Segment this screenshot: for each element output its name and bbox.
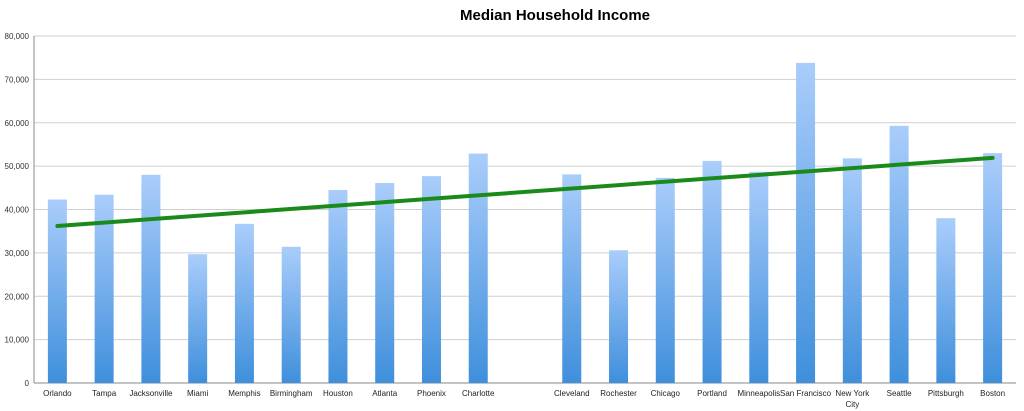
x-tick-label: City bbox=[845, 400, 859, 409]
x-tick-label: Pittsburgh bbox=[928, 389, 964, 398]
x-tick-label: Phoenix bbox=[417, 389, 446, 398]
bar bbox=[749, 171, 769, 383]
x-tick-label: Birmingham bbox=[270, 389, 313, 398]
bar bbox=[889, 125, 909, 383]
bar bbox=[983, 153, 1003, 383]
x-tick-label: Tampa bbox=[92, 389, 117, 398]
x-tick-label: Seattle bbox=[887, 389, 912, 398]
bar bbox=[842, 158, 862, 383]
y-tick-label: 60,000 bbox=[5, 119, 30, 128]
bar bbox=[796, 62, 816, 384]
x-tick-label: Boston bbox=[980, 389, 1005, 398]
x-axis-labels: Orlando Tampa Jacksonville Miami Memphis Birm… bbox=[43, 389, 1005, 409]
bar bbox=[188, 254, 208, 383]
bar bbox=[47, 199, 67, 383]
x-tick-label: New York bbox=[835, 389, 870, 398]
x-tick-label: Memphis bbox=[228, 389, 260, 398]
y-tick-label: 10,000 bbox=[5, 336, 30, 345]
x-tick-label: Rochester bbox=[600, 389, 637, 398]
x-tick-label: Cleveland bbox=[554, 389, 590, 398]
x-tick-label: Atlanta bbox=[372, 389, 397, 398]
y-tick-label: 70,000 bbox=[5, 75, 30, 84]
bars bbox=[47, 62, 1003, 384]
y-axis-ticks: 0 10,000 20,000 30,000 40,000 50,000 60,000 70,… bbox=[5, 32, 30, 388]
x-tick-label: Minneapolis bbox=[737, 389, 780, 398]
bar bbox=[609, 250, 629, 383]
y-tick-label: 40,000 bbox=[5, 206, 30, 215]
bar bbox=[655, 177, 675, 383]
trendline bbox=[55, 155, 995, 228]
x-tick-label: San Francisco bbox=[780, 389, 832, 398]
bar bbox=[328, 189, 348, 383]
x-tick-label: Chicago bbox=[651, 389, 681, 398]
x-tick-label: Houston bbox=[323, 389, 353, 398]
chart-title: Median Household Income bbox=[459, 7, 651, 24]
bar bbox=[936, 218, 956, 383]
bar bbox=[421, 176, 441, 383]
bar bbox=[562, 174, 582, 383]
x-tick-label: Jacksonville bbox=[129, 389, 173, 398]
trendline-group bbox=[55, 155, 995, 228]
y-tick-label: 20,000 bbox=[5, 292, 30, 301]
bar bbox=[468, 153, 488, 383]
y-tick-label: 30,000 bbox=[5, 249, 30, 258]
bar bbox=[281, 246, 301, 383]
bar bbox=[375, 183, 395, 383]
bar bbox=[141, 174, 161, 383]
bar bbox=[234, 223, 254, 383]
x-tick-label: Portland bbox=[697, 389, 727, 398]
x-tick-label: Charlotte bbox=[462, 389, 495, 398]
bar bbox=[702, 160, 722, 383]
bar bbox=[94, 194, 114, 383]
y-tick-label: 0 bbox=[25, 379, 30, 388]
y-tick-label: 80,000 bbox=[5, 32, 30, 41]
x-tick-label: Orlando bbox=[43, 389, 72, 398]
y-tick-label: 50,000 bbox=[5, 162, 30, 171]
x-tick-label: Miami bbox=[187, 389, 209, 398]
gridlines bbox=[33, 35, 1016, 384]
